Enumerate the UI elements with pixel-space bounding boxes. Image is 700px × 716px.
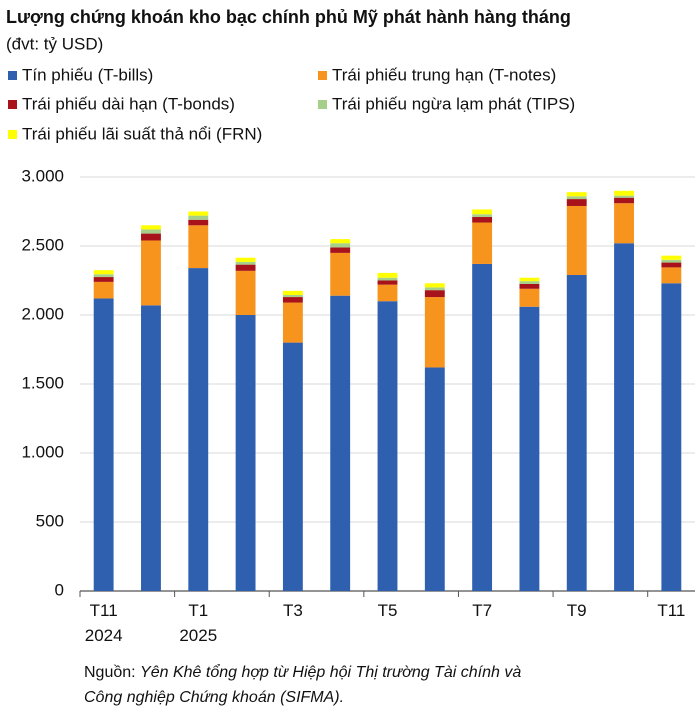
bar-segment	[424, 290, 445, 298]
bar-segment	[424, 283, 445, 288]
bar-segment	[141, 225, 161, 230]
bar-segment	[330, 243, 351, 248]
bar-segment	[661, 262, 682, 268]
bar-segment	[661, 267, 682, 284]
bar-segment	[377, 272, 398, 278]
bar-segment	[661, 283, 682, 591]
bar-segment	[141, 240, 161, 306]
bar-segment	[472, 209, 493, 215]
bar-segment	[235, 257, 256, 262]
bar-segment	[519, 281, 540, 284]
bar-segment	[235, 264, 256, 271]
bar-segment	[93, 270, 114, 275]
bar-segment	[282, 302, 303, 343]
bar-segment	[661, 255, 682, 260]
bar-segment	[93, 277, 114, 282]
bar-segment	[282, 290, 303, 295]
bar-segment	[188, 268, 209, 591]
bar-segment	[188, 225, 209, 269]
bar-segment	[614, 197, 634, 204]
y-tick-label: 3.000	[21, 166, 64, 185]
bar-segment	[424, 287, 445, 291]
y-tick-label: 2.000	[21, 304, 64, 323]
bar-segment	[472, 222, 493, 264]
x-tick-label: T1 2025	[179, 601, 217, 645]
bar-segment	[282, 294, 303, 298]
chart-title: Lượng chứng khoán kho bạc chính phủ Mỹ p…	[6, 7, 571, 27]
bar-segment	[235, 261, 256, 265]
x-tick-label: T5	[378, 601, 398, 620]
bar-segment	[377, 280, 398, 285]
bar-segment	[472, 263, 493, 591]
bar-segment	[93, 298, 114, 591]
bar-segment	[330, 252, 351, 296]
bar-segment	[188, 215, 209, 220]
x-tick-label: T3	[283, 601, 303, 620]
y-tick-label: 1.000	[21, 442, 64, 461]
bar-segment	[141, 305, 161, 591]
x-tick-label: T9	[567, 601, 587, 620]
legend-swatch	[8, 71, 17, 80]
bar-segment	[141, 229, 161, 234]
bar-segment	[377, 284, 398, 302]
bar-segment	[566, 199, 587, 206]
bar-segment	[566, 274, 587, 591]
bar-segment	[330, 239, 351, 244]
legend-swatch	[8, 130, 17, 139]
bar-segment	[614, 190, 634, 196]
x-tick-label: T11 2024	[85, 601, 123, 645]
bar-segment	[235, 270, 256, 315]
bar-segment	[377, 301, 398, 591]
bar-segment	[519, 306, 540, 591]
legend-label: Trái phiếu ngừa lạm phát (TIPS)	[332, 94, 575, 113]
bar-segment	[424, 297, 445, 368]
legend-swatch	[318, 71, 327, 80]
bar-segment	[614, 243, 634, 592]
bar-segment	[566, 192, 587, 197]
x-tick-label: T7	[472, 601, 492, 620]
y-tick-label: 2.500	[21, 235, 64, 254]
bar-segment	[330, 247, 351, 253]
bar-segment	[93, 274, 114, 278]
bar-segment	[472, 214, 493, 218]
y-tick-label: 1.500	[21, 373, 64, 392]
bar-segment	[188, 219, 209, 226]
bar-segment	[661, 259, 682, 263]
bar-segment	[282, 297, 303, 303]
source: Nguồn: Yên Khê tổng hợp từ Hiệp hội Thị …	[84, 663, 521, 681]
legend-swatch	[8, 100, 17, 109]
bar-segment	[566, 205, 587, 275]
bar-segment	[614, 195, 634, 198]
legend-label: Tín phiếu (T-bills)	[22, 65, 153, 84]
bar-segment	[614, 203, 634, 244]
y-tick-label: 0	[55, 580, 64, 599]
bar-segment	[188, 211, 209, 216]
bar-segment	[519, 277, 540, 282]
bar-segment	[424, 367, 445, 591]
bar-segment	[235, 315, 256, 591]
bar-segment	[282, 342, 303, 591]
bar-segment	[472, 217, 493, 223]
legend-label: Trái phiếu lãi suất thả nổi (FRN)	[22, 124, 262, 143]
source-label: Nguồn:	[84, 664, 136, 681]
legend-swatch	[318, 100, 327, 109]
legend-label: Trái phiếu trung hạn (T-notes)	[332, 65, 556, 84]
bar-segment	[377, 277, 398, 281]
bar-segment	[566, 196, 587, 200]
source-text: Công nghiệp Chứng khoán (SIFMA).	[84, 689, 344, 706]
bar-segment	[519, 283, 540, 289]
legend-label: Trái phiếu dài hạn (T-bonds)	[22, 94, 235, 113]
bar-segment	[141, 233, 161, 241]
bar-segment	[330, 295, 351, 591]
x-tick-label: T11	[657, 601, 685, 620]
source-text: Yên Khê tổng hợp từ Hiệp hội Thị trường …	[140, 663, 521, 681]
bar-segment	[93, 281, 114, 299]
y-tick-label: 500	[36, 511, 64, 530]
chart-subtitle: (đvt: tỷ USD)	[6, 34, 103, 53]
bar-segment	[519, 288, 540, 307]
